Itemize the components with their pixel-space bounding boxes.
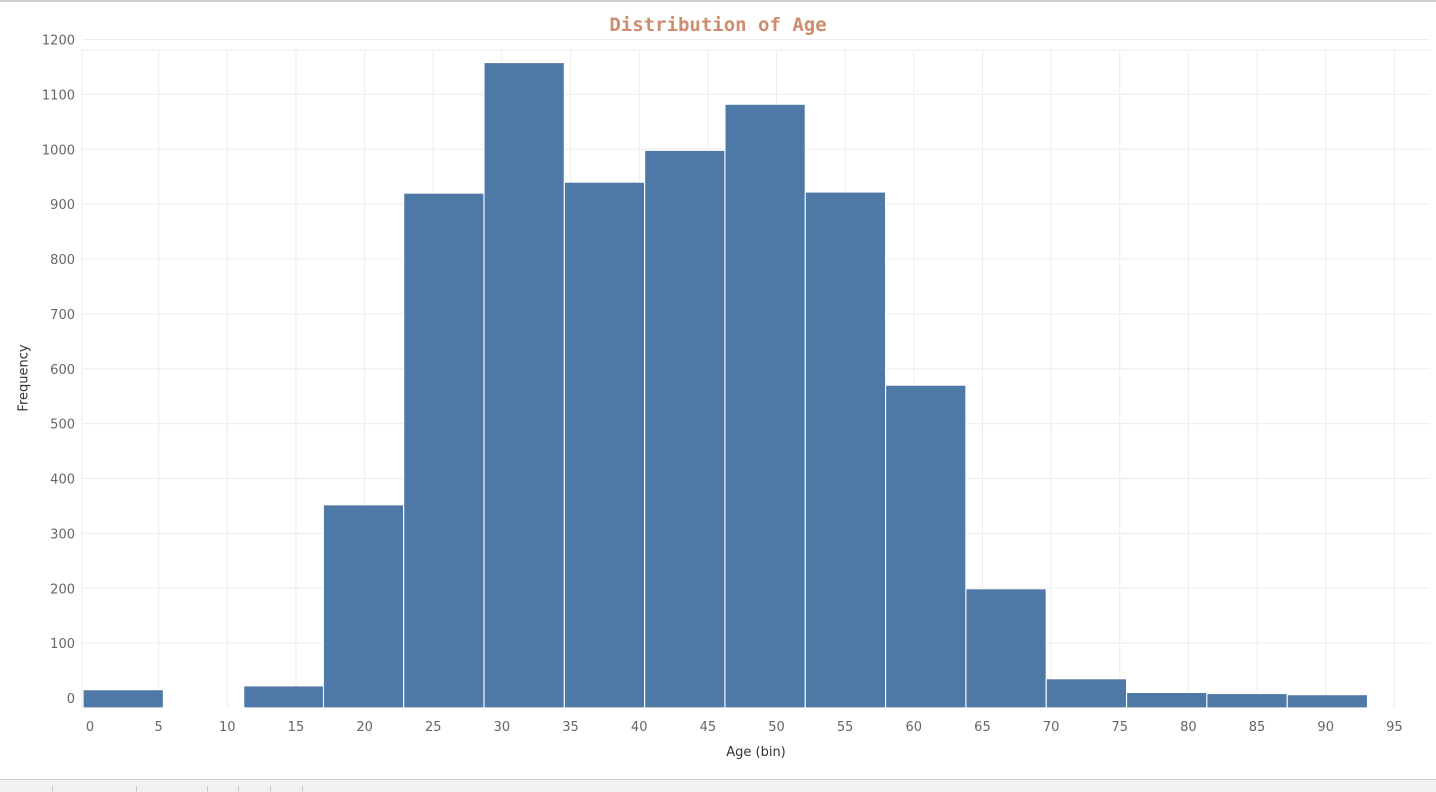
tab-divider	[207, 786, 208, 792]
histogram-bar	[1286, 694, 1368, 709]
histogram-bar	[483, 62, 565, 709]
x-tick-label: 70	[1043, 720, 1060, 735]
y-tick-label: 1100	[42, 88, 75, 103]
tab-divider	[302, 786, 303, 792]
histogram-bar	[1206, 693, 1288, 709]
x-tick-label: 75	[1111, 720, 1128, 735]
x-tick-label: 35	[562, 720, 579, 735]
histogram-bar	[1045, 678, 1127, 709]
histogram-bar	[243, 685, 325, 709]
y-tick-label: 900	[50, 198, 75, 213]
histogram-bar	[965, 588, 1047, 709]
histogram-bar	[82, 689, 164, 709]
y-axis-ticks: 0 100 200 300 400 500 600 700 800 900 1000 1100 1200	[42, 34, 75, 707]
x-axis-ticks: 0 5 10 15 20 25 30 35 40 45 50 55 60 65 70 75 80 85 90 95	[86, 720, 1403, 735]
tab-divider	[270, 786, 271, 792]
sheet-tab-strip[interactable]	[0, 779, 1436, 792]
y-tick-label: 300	[50, 527, 75, 542]
y-tick-label: 700	[50, 308, 75, 323]
y-tick-label: 100	[50, 637, 75, 652]
y-tick-label: 600	[50, 363, 75, 378]
x-tick-label: 20	[356, 720, 373, 735]
x-tick-label: 65	[974, 720, 991, 735]
tab-divider	[238, 786, 239, 792]
x-tick-label: 30	[494, 720, 511, 735]
y-axis-label: Frequency	[16, 344, 32, 412]
histogram-bars	[82, 62, 1368, 709]
tab-divider	[136, 786, 137, 792]
x-tick-label: 85	[1249, 720, 1266, 735]
y-tick-label: 400	[50, 473, 75, 488]
x-tick-label: 95	[1386, 720, 1403, 735]
histogram-bar	[644, 149, 726, 709]
x-tick-label: 90	[1317, 720, 1334, 735]
histogram-bar	[1126, 692, 1208, 709]
histogram-bar	[804, 191, 887, 709]
x-tick-label: 5	[155, 720, 163, 735]
y-tick-label: 200	[50, 582, 75, 597]
top-border	[0, 0, 1436, 2]
x-tick-label: 80	[1180, 720, 1197, 735]
x-axis-label: Age (bin)	[726, 745, 786, 760]
y-tick-label: 1200	[42, 34, 75, 49]
histogram-bar	[724, 103, 806, 709]
chart-title: Distribution of Age	[609, 14, 827, 36]
x-tick-label: 45	[700, 720, 717, 735]
y-tick-label: 500	[50, 418, 75, 433]
x-tick-label: 15	[288, 720, 305, 735]
x-tick-label: 10	[219, 720, 236, 735]
x-tick-label: 25	[425, 720, 442, 735]
x-tick-label: 50	[768, 720, 785, 735]
y-tick-label: 1000	[42, 143, 75, 158]
y-tick-label: 0	[67, 692, 75, 707]
tab-divider	[52, 786, 53, 792]
x-tick-label: 40	[631, 720, 648, 735]
x-tick-label: 60	[906, 720, 923, 735]
x-tick-label: 0	[86, 720, 94, 735]
histogram-bar	[563, 181, 646, 709]
histogram-bar	[885, 384, 967, 709]
y-tick-label: 800	[50, 253, 75, 268]
histogram-bar	[403, 192, 485, 709]
histogram-bar	[322, 504, 405, 709]
x-tick-label: 55	[837, 720, 854, 735]
